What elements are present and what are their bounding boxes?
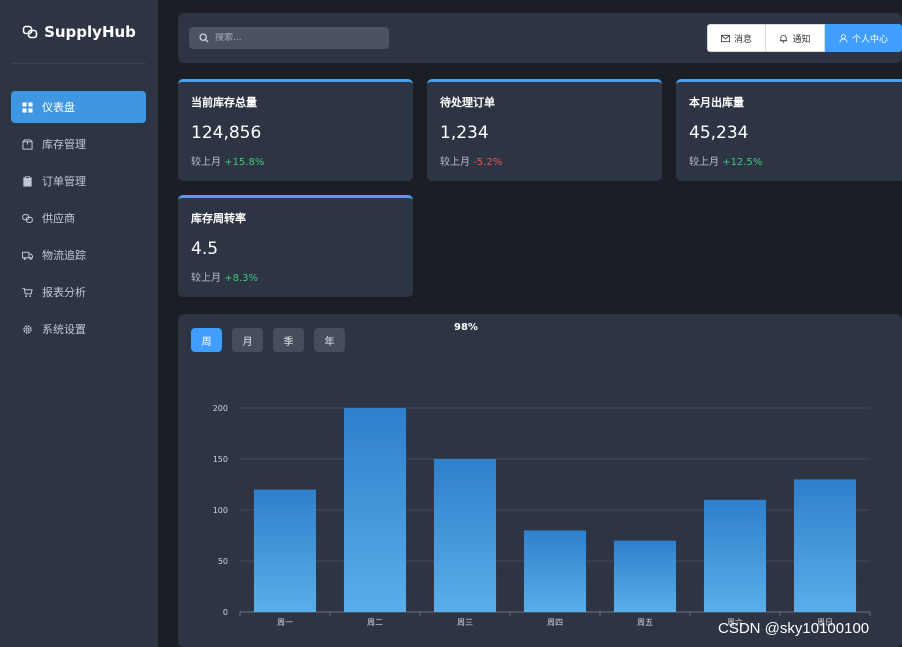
search-input[interactable] xyxy=(215,33,375,43)
stat-trend: 较上月 +8.3% xyxy=(191,269,400,284)
x-tick-label: 周二 xyxy=(367,618,383,627)
bell-icon xyxy=(780,34,788,43)
bar-周四[interactable] xyxy=(523,530,587,612)
sidebar: SupplyHub 仪表盘 库存管理 订单管理 供应商 xyxy=(0,0,158,647)
box-icon xyxy=(22,138,33,150)
stat-title: 当前库存总量 xyxy=(191,96,257,109)
sidebar-item-dashboard[interactable]: 仪表盘 xyxy=(11,91,146,123)
sidebar-item-label: 库存管理 xyxy=(42,138,86,151)
y-tick-label: 50 xyxy=(218,557,228,566)
sidebar-item-inventory[interactable]: 库存管理 xyxy=(11,128,146,160)
header-button-group: 消息 通知 个人中心 xyxy=(707,24,902,52)
watermark: CSDN @sky10100100 xyxy=(718,620,870,637)
mail-icon xyxy=(721,34,730,42)
x-tick-label: 周五 xyxy=(637,618,653,627)
stat-trend-value: +12.5% xyxy=(722,157,763,168)
sidebar-item-suppliers[interactable]: 供应商 xyxy=(11,202,146,234)
bar-chart: 0 50 100 150 200 周一 周二 周三 周四 周五 周六 周日 xyxy=(213,404,871,627)
link-logo-icon xyxy=(22,25,38,38)
stat-trend-value: +8.3% xyxy=(224,273,258,284)
sidebar-item-label: 订单管理 xyxy=(42,175,86,188)
bar-周一[interactable] xyxy=(253,489,317,612)
sidebar-item-label: 供应商 xyxy=(42,212,75,225)
sidebar-item-label: 报表分析 xyxy=(42,286,86,299)
period-year-button[interactable]: 年 xyxy=(314,328,345,352)
stat-title: 本月出库量 xyxy=(689,96,744,109)
y-tick-label: 150 xyxy=(213,455,228,464)
stat-value: 124,856 xyxy=(191,123,262,143)
search-box[interactable] xyxy=(189,27,389,49)
stat-trend: 较上月 -5.2% xyxy=(440,153,649,168)
period-week-button[interactable]: 周 xyxy=(191,328,222,352)
sidebar-item-label: 仪表盘 xyxy=(42,101,75,114)
stat-value: 1,234 xyxy=(440,123,489,143)
notifications-label: 通知 xyxy=(792,34,811,45)
search-icon xyxy=(199,33,209,43)
bar-周五[interactable] xyxy=(613,540,677,612)
profile-label: 个人中心 xyxy=(851,34,888,45)
clipboard-icon xyxy=(22,175,33,187)
stat-trend-label: 较上月 xyxy=(689,157,719,168)
sidebar-item-reports[interactable]: 报表分析 xyxy=(11,276,146,308)
x-tick-label: 周四 xyxy=(547,618,563,627)
x-tick-label: 周日 xyxy=(817,618,833,627)
stat-title: 待处理订单 xyxy=(440,96,495,109)
app-logo[interactable]: SupplyHub xyxy=(12,0,146,64)
stat-trend-value: +15.8% xyxy=(224,157,265,168)
bar-周三[interactable] xyxy=(433,459,497,612)
cart-icon xyxy=(22,287,33,298)
overlay-percent: 98% xyxy=(454,322,478,333)
notifications-button[interactable]: 通知 xyxy=(766,24,825,52)
stat-value: 4.5 xyxy=(191,239,219,259)
gear-icon xyxy=(22,324,33,335)
bar-周日[interactable] xyxy=(793,479,857,612)
x-tick-label: 周六 xyxy=(727,617,743,627)
stat-trend: 较上月 +12.5% xyxy=(689,153,889,168)
y-tick-label: 0 xyxy=(223,608,228,617)
stat-trend-label: 较上月 xyxy=(191,273,221,284)
x-tick-label: 周一 xyxy=(277,618,293,627)
stat-trend-value: -5.2% xyxy=(473,157,503,168)
link-icon xyxy=(22,213,33,224)
sidebar-item-orders[interactable]: 订单管理 xyxy=(11,165,146,197)
grid-icon xyxy=(22,101,33,113)
user-icon xyxy=(839,33,848,43)
sidebar-item-logistics[interactable]: 物流追踪 xyxy=(11,239,146,271)
profile-button[interactable]: 个人中心 xyxy=(825,24,902,52)
stat-trend-label: 较上月 xyxy=(440,157,470,168)
y-tick-label: 100 xyxy=(213,506,228,515)
chart-panel: 0 50 100 150 200 周一 周二 周三 周四 周五 周六 周日 周 月 季 年 98% xyxy=(178,314,902,647)
sidebar-item-label: 物流追踪 xyxy=(42,249,86,262)
period-month-button[interactable]: 月 xyxy=(232,328,263,352)
stat-value: 45,234 xyxy=(689,123,749,143)
bar-周六[interactable] xyxy=(703,499,767,612)
sidebar-item-label: 系统设置 xyxy=(42,323,86,336)
stat-trend-label: 较上月 xyxy=(191,157,221,168)
app-name: SupplyHub xyxy=(44,22,136,41)
sidebar-item-settings[interactable]: 系统设置 xyxy=(11,313,146,345)
stat-card-turnover-rate: 库存周转率 4.5 较上月 +8.3% xyxy=(178,195,413,297)
y-tick-label: 200 xyxy=(213,404,228,413)
stat-card-monthly-outbound: 本月出库量 45,234 较上月 +12.5% xyxy=(676,79,902,181)
sidebar-nav: 仪表盘 库存管理 订单管理 供应商 物流追踪 xyxy=(0,91,158,345)
truck-icon xyxy=(22,250,33,261)
stat-card-pending-orders: 待处理订单 1,234 较上月 -5.2% xyxy=(427,79,662,181)
period-selector: 周 月 季 年 xyxy=(191,328,345,352)
stat-card-total-inventory: 当前库存总量 124,856 较上月 +15.8% xyxy=(178,79,413,181)
period-quarter-button[interactable]: 季 xyxy=(273,328,304,352)
bar-周二[interactable] xyxy=(343,408,407,612)
messages-button[interactable]: 消息 xyxy=(707,24,766,52)
stat-trend: 较上月 +15.8% xyxy=(191,153,400,168)
x-tick-label: 周三 xyxy=(457,618,473,627)
top-bar: 消息 通知 个人中心 xyxy=(178,13,902,63)
messages-label: 消息 xyxy=(733,34,752,45)
stat-title: 库存周转率 xyxy=(191,212,246,225)
